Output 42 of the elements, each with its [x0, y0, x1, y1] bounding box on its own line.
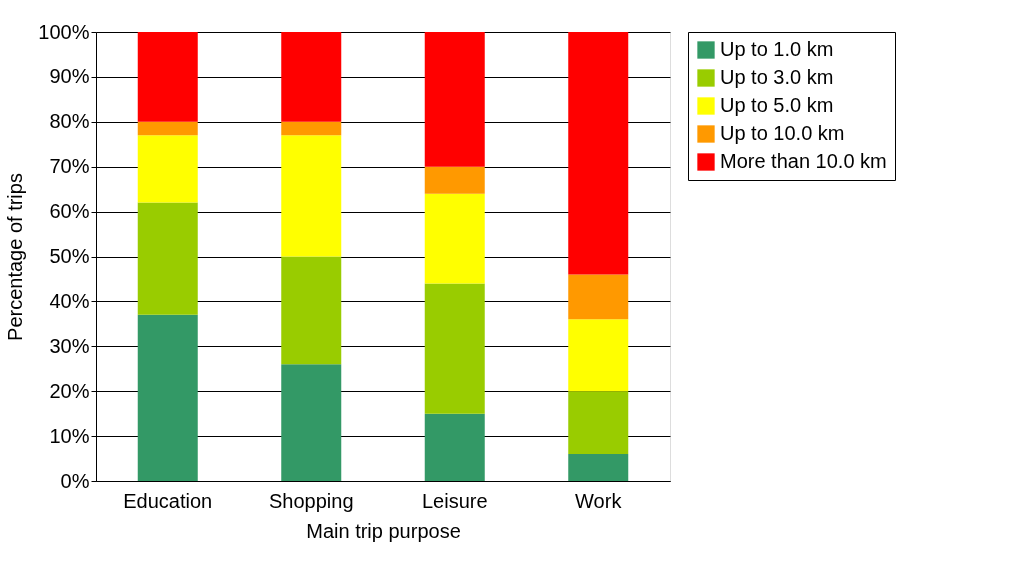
legend-label: Up to 1.0 km — [720, 38, 834, 60]
x-tick-label: Shopping — [268, 489, 354, 512]
legend-label: More than 10.0 km — [720, 150, 887, 172]
y-tick-label: 70% — [49, 155, 90, 178]
bar — [281, 32, 342, 122]
y-tick-label: 90% — [49, 65, 90, 88]
legend-label: Up to 5.0 km — [720, 94, 834, 116]
bar — [137, 314, 198, 481]
y-tick-label: 0% — [60, 469, 90, 492]
bar — [137, 135, 198, 203]
bar — [568, 274, 629, 320]
bar — [424, 283, 485, 414]
bar — [137, 32, 198, 122]
legend-label: Up to 3.0 km — [720, 66, 834, 88]
y-axis-title: Percentage of trips — [4, 173, 27, 341]
y-tick-label: 50% — [49, 245, 90, 267]
bar — [137, 202, 198, 315]
bar — [568, 391, 629, 455]
y-tick-label: 10% — [49, 424, 90, 447]
y-tick-label: 100% — [38, 20, 90, 43]
bar — [281, 364, 342, 481]
x-tick-label: Work — [575, 489, 623, 512]
bar — [281, 135, 342, 257]
bar — [424, 193, 485, 284]
y-tick-label: 80% — [49, 110, 90, 133]
x-tick-label: Education — [123, 489, 213, 512]
bar — [568, 454, 629, 481]
bar — [424, 32, 485, 167]
y-tick-label: 20% — [49, 379, 90, 402]
bar — [424, 166, 485, 194]
x-tick-label: Leisure — [421, 489, 488, 512]
y-tick-label: 40% — [49, 289, 90, 312]
y-tick-label: 30% — [49, 334, 90, 357]
legend-label: Up to 10.0 km — [720, 122, 845, 144]
bar — [281, 256, 342, 365]
bar — [137, 121, 198, 136]
bar — [281, 121, 342, 136]
bar — [424, 413, 485, 481]
bar — [568, 319, 629, 392]
y-tick-label: 60% — [49, 200, 90, 223]
bar — [568, 32, 629, 275]
x-axis-title: Main trip purpose — [306, 519, 461, 542]
